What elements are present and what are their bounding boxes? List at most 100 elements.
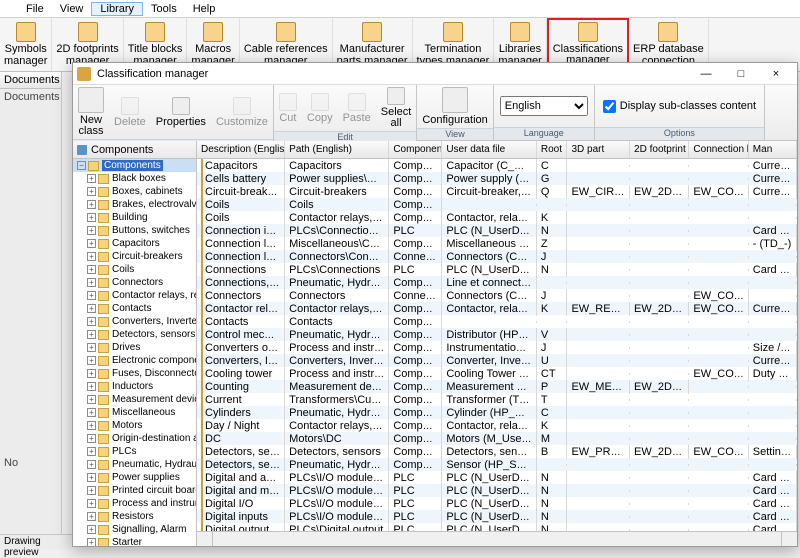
configuration-button[interactable]: Configuration xyxy=(417,85,492,128)
tree-node[interactable]: +Motors xyxy=(73,419,196,432)
column-path[interactable]: Path (English) xyxy=(285,141,389,158)
tree-node[interactable]: +Measurement devices xyxy=(73,393,196,406)
expand-icon[interactable]: + xyxy=(87,499,96,508)
tree-node[interactable]: +Signalling, Alarm xyxy=(73,523,196,536)
grid-hscrollbar[interactable] xyxy=(197,531,797,546)
tree-node[interactable]: +Capacitors xyxy=(73,237,196,250)
menu-file[interactable]: File xyxy=(18,3,52,15)
expand-icon[interactable]: + xyxy=(87,369,96,378)
table-row[interactable]: Cooling towerProcess and instrumentation… xyxy=(197,367,797,380)
expand-icon[interactable]: + xyxy=(87,460,96,469)
table-row[interactable]: Connections, jointsPneumatic, Hydraulic\… xyxy=(197,276,797,289)
table-row[interactable]: Detectors, sensorsPneumatic, Hydraulic\D… xyxy=(197,458,797,471)
table-row[interactable]: Connection interfacesPLCs\Connection int… xyxy=(197,224,797,237)
column-type[interactable]: Component type xyxy=(389,141,442,158)
table-row[interactable]: Circuit-breakersCircuit-breakersComponen… xyxy=(197,185,797,198)
tree-node[interactable]: +Circuit-breakers xyxy=(73,250,196,263)
expand-icon[interactable]: + xyxy=(87,239,96,248)
column-desc[interactable]: Description (English) xyxy=(197,141,285,158)
close-button[interactable]: × xyxy=(759,65,793,83)
tree[interactable]: −Components+Black boxes+Boxes, cabinets+… xyxy=(73,159,196,546)
expand-icon[interactable]: + xyxy=(87,187,96,196)
expand-icon[interactable]: + xyxy=(87,278,96,287)
tree-node[interactable]: +Contacts xyxy=(73,302,196,315)
tree-node[interactable]: +Origin-destination arrows xyxy=(73,432,196,445)
tree-node[interactable]: +Boxes, cabinets xyxy=(73,185,196,198)
tree-node[interactable]: +Resistors xyxy=(73,510,196,523)
table-row[interactable]: CoilsContactor relays, relays\Parts\Coil… xyxy=(197,211,797,224)
tree-node[interactable]: +Printed circuit board xyxy=(73,484,196,497)
expand-icon[interactable]: + xyxy=(87,356,96,365)
table-row[interactable]: Digital outputPLCs\Digital outputPLCPLC … xyxy=(197,523,797,531)
menu-help[interactable]: Help xyxy=(185,3,224,15)
tree-node[interactable]: +Connectors xyxy=(73,276,196,289)
tree-node[interactable]: +Brakes, electrovalves xyxy=(73,198,196,211)
tree-node[interactable]: +Fuses, Disconnectors xyxy=(73,367,196,380)
table-row[interactable]: Connection labelsConnectors\Connection l… xyxy=(197,250,797,263)
tree-node[interactable]: +Power supplies xyxy=(73,471,196,484)
expand-icon[interactable]: + xyxy=(87,265,96,274)
expand-icon[interactable]: + xyxy=(87,447,96,456)
expand-icon[interactable]: + xyxy=(87,512,96,521)
grid-header[interactable]: Description (English)Path (English)Compo… xyxy=(197,141,797,159)
column-p2d[interactable]: 2D footprint xyxy=(630,141,689,158)
table-row[interactable]: ConnectorsConnectorsConnectorConnectors … xyxy=(197,289,797,302)
column-udf[interactable]: User data file xyxy=(442,141,537,158)
table-row[interactable]: DCMotors\DCComponentMotors (M_UserDataDe… xyxy=(197,432,797,445)
tree-node[interactable]: +Miscellaneous xyxy=(73,406,196,419)
new-class-button[interactable]: Newclass xyxy=(73,85,109,139)
tree-node[interactable]: +Converters, Inverters xyxy=(73,315,196,328)
table-row[interactable]: Day / NightContactor relays, relays\Powe… xyxy=(197,419,797,432)
tree-node[interactable]: +Starter xyxy=(73,536,196,546)
table-row[interactable]: CurrentTransformers\CurrentComponentTran… xyxy=(197,393,797,406)
expand-icon[interactable]: − xyxy=(77,161,86,170)
tree-node[interactable]: +Coils xyxy=(73,263,196,276)
tree-node[interactable]: +Black boxes xyxy=(73,172,196,185)
menu-tools[interactable]: Tools xyxy=(143,3,185,15)
language-select[interactable]: English xyxy=(500,96,588,116)
expand-icon[interactable]: + xyxy=(87,291,96,300)
expand-icon[interactable]: + xyxy=(87,473,96,482)
expand-icon[interactable]: + xyxy=(87,486,96,495)
maximize-button[interactable]: □ xyxy=(724,65,758,83)
table-row[interactable]: Digital inputsPLCs\I/O modules\Digital i… xyxy=(197,510,797,523)
tree-node[interactable]: +Inductors xyxy=(73,380,196,393)
expand-icon[interactable]: + xyxy=(87,330,96,339)
tree-node[interactable]: +PLCs xyxy=(73,445,196,458)
expand-icon[interactable]: + xyxy=(87,421,96,430)
display-subclasses-checkbox[interactable] xyxy=(603,100,616,113)
minimize-button[interactable]: — xyxy=(689,65,723,83)
expand-icon[interactable]: + xyxy=(87,408,96,417)
table-row[interactable]: CountingMeasurement devices\CountingComp… xyxy=(197,380,797,393)
expand-icon[interactable]: + xyxy=(87,174,96,183)
table-row[interactable]: ContactsContactsComponent xyxy=(197,315,797,328)
menu-library[interactable]: Library xyxy=(91,2,143,16)
select-all-button[interactable]: Selectall xyxy=(376,85,417,131)
expand-icon[interactable]: + xyxy=(87,538,96,546)
cm-titlebar[interactable]: Classification manager — □ × xyxy=(73,63,797,85)
tree-node[interactable]: +Process and instrumentation xyxy=(73,497,196,510)
expand-icon[interactable]: + xyxy=(87,252,96,261)
documents-header[interactable]: Documents xyxy=(0,72,61,89)
table-row[interactable]: Digital and analog I/OPLCs\I/O modules\D… xyxy=(197,471,797,484)
tree-node[interactable]: +Contactor relays, relays xyxy=(73,289,196,302)
grid-body[interactable]: CapacitorsCapacitorsComponentCapacitor (… xyxy=(197,159,797,531)
expand-icon[interactable]: + xyxy=(87,226,96,235)
expand-icon[interactable]: + xyxy=(87,434,96,443)
table-row[interactable]: Connection labelsMiscellaneous\Connectio… xyxy=(197,237,797,250)
table-row[interactable]: Digital I/OPLCs\I/O modules\Digital I/OP… xyxy=(197,497,797,510)
table-row[interactable]: ConnectionsPLCs\ConnectionsPLCPLC (N_Use… xyxy=(197,263,797,276)
expand-icon[interactable]: + xyxy=(87,317,96,326)
tree-node[interactable]: +Electronic component xyxy=(73,354,196,367)
expand-icon[interactable]: + xyxy=(87,525,96,534)
column-man[interactable]: Man xyxy=(749,141,797,158)
tree-node[interactable]: +Drives xyxy=(73,341,196,354)
symbols-manager[interactable]: Symbolsmanager xyxy=(0,18,52,71)
table-row[interactable]: CapacitorsCapacitorsComponentCapacitor (… xyxy=(197,159,797,172)
tree-node[interactable]: +Buttons, switches xyxy=(73,224,196,237)
table-row[interactable]: Converters, InvertersConverters, Inverte… xyxy=(197,354,797,367)
expand-icon[interactable]: + xyxy=(87,395,96,404)
table-row[interactable]: CoilsCoilsComponent xyxy=(197,198,797,211)
table-row[interactable]: Digital and misc. inputsPLCs\I/O modules… xyxy=(197,484,797,497)
tree-header[interactable]: Components xyxy=(73,141,196,159)
